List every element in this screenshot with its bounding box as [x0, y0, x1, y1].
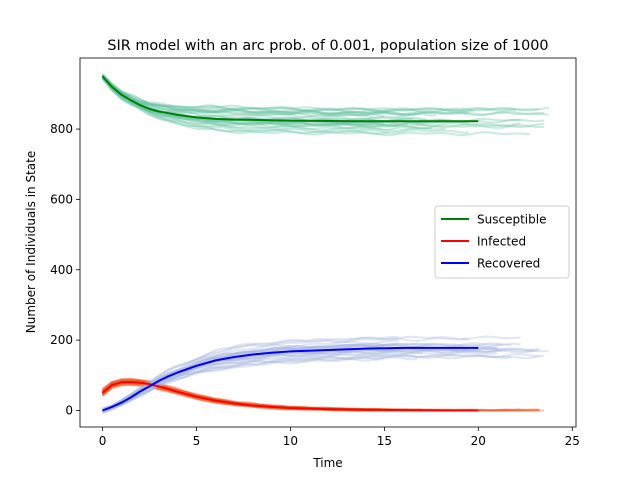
x-tick-label: 25 [565, 434, 580, 448]
plot-frame [79, 57, 577, 428]
ensemble-run-line [101, 76, 432, 131]
series-line-susceptible [101, 75, 479, 123]
ensemble-run-line [101, 75, 545, 130]
x-tick-label: 20 [471, 434, 486, 448]
series-line-infected [101, 381, 479, 412]
ensemble-recovered [102, 335, 549, 414]
ensemble-run-line [102, 348, 502, 412]
ensemble-run-line [101, 76, 469, 134]
chart-title: SIR model with an arc prob. of 0.001, po… [107, 38, 548, 54]
ensemble-run-line [102, 354, 512, 412]
series-line-recovered [102, 346, 479, 412]
ensemble-run-line [101, 74, 545, 116]
ensemble-run-line [101, 74, 427, 121]
legend-label-recovered: Recovered [477, 257, 540, 271]
y-tick-label: 200 [50, 333, 73, 347]
mean-series-lines [101, 75, 479, 412]
ensemble-run-line [102, 342, 418, 413]
ensemble-run-line [101, 74, 390, 115]
ensemble-run-line [102, 342, 399, 411]
ensemble-run-line [102, 348, 535, 414]
ensemble-run-line [102, 342, 512, 411]
ensemble-run-line [101, 75, 385, 119]
ensemble-run-line [101, 74, 540, 112]
ensemble-run-line [101, 77, 545, 129]
ensemble-run-line [101, 76, 446, 132]
ensemble-run-line [101, 74, 549, 117]
y-axis-label: Number of Individuals in State [24, 151, 38, 333]
legend-label-infected: Infected [477, 235, 526, 249]
ensemble-run-line [102, 349, 498, 414]
x-tick-label: 15 [377, 434, 392, 448]
ensemble-run-line [101, 74, 516, 113]
ensemble-run-line [102, 335, 521, 410]
y-tick-label: 400 [50, 263, 73, 277]
legend-box [434, 205, 570, 279]
ensemble-run-line [102, 342, 521, 411]
ensemble-run-line [102, 339, 399, 412]
ensemble-run-line [102, 343, 432, 412]
y-tick-label: 600 [50, 192, 73, 206]
ensemble-run-line [101, 75, 521, 127]
ensemble-run-line [102, 354, 540, 414]
y-tick-label: 0 [65, 403, 73, 417]
x-axis-label: Time [312, 456, 342, 470]
ensemble-run-line [101, 74, 437, 117]
x-tick-label: 10 [283, 434, 298, 448]
ensemble-run-line [101, 77, 385, 127]
ensemble-run-line [101, 78, 390, 135]
ensemble-run-line [101, 77, 531, 137]
x-tick-label: 5 [193, 434, 201, 448]
ensemble-run-line [101, 74, 470, 116]
legend: Susceptible Infected Recovered [434, 205, 570, 279]
ensemble-run-line [102, 346, 498, 413]
ensemble-run-line [101, 74, 549, 112]
ensemble-run-line [102, 351, 498, 414]
ensemble-run-line [102, 335, 399, 410]
ensemble-run-line [102, 348, 549, 413]
ensemble-run-line [102, 353, 545, 412]
x-tick-label: 0 [99, 434, 107, 448]
legend-label-susceptible: Susceptible [477, 213, 546, 227]
axes: 0 5 10 15 20 25 0 200 400 600 800 [50, 57, 580, 448]
ensemble-run-line [102, 337, 469, 410]
ensemble-run-line [101, 74, 418, 119]
ensemble-run-line [102, 342, 502, 413]
ensemble-run-line [102, 357, 385, 414]
ensemble-run-line [101, 72, 474, 114]
ensemble-run-line [102, 356, 418, 413]
y-tick-label: 800 [50, 122, 73, 136]
